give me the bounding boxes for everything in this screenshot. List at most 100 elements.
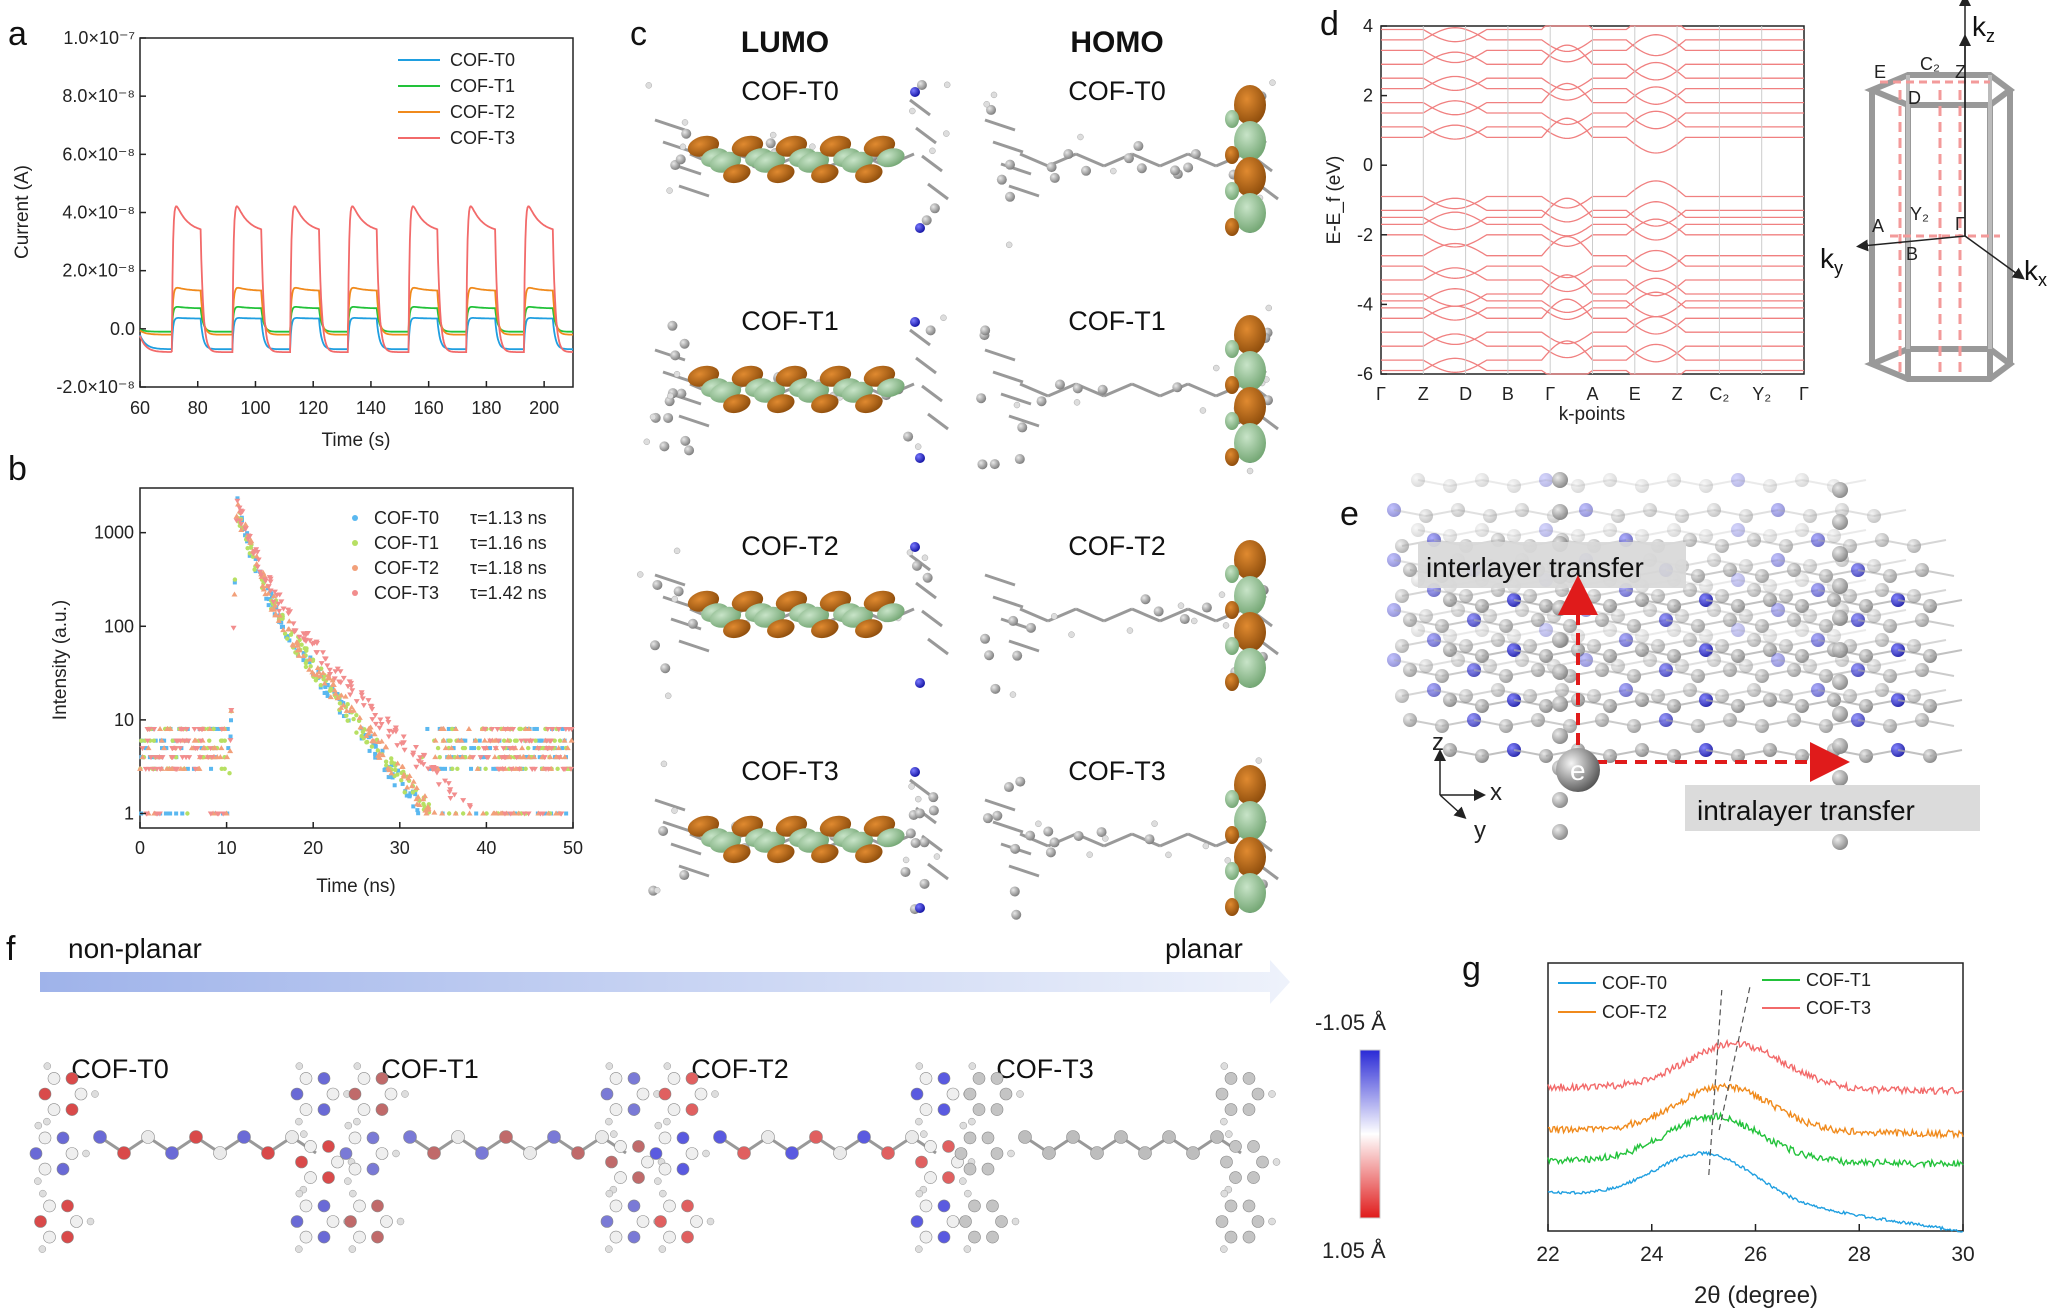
panel-b-point: [499, 810, 506, 816]
panel-b-point: [334, 666, 341, 672]
lumo-row-label: COF-T1: [741, 306, 839, 336]
homo-lobe: [1234, 837, 1266, 877]
lattice-atom: [1763, 479, 1777, 493]
panel-b-point: [415, 808, 420, 813]
lattice-bond: [1929, 649, 1963, 657]
panel-b-point: [198, 726, 205, 732]
planarity-ring-atom: [663, 1230, 676, 1244]
lattice-atom: [1515, 653, 1529, 667]
panel-b-point: [396, 768, 401, 773]
panel-b-point: [447, 787, 454, 793]
panel-g-xrd: 22 24 26 28 30 COF-T0 COF-T2 COF-T1 COF-T3 2θ (…: [1536, 962, 1975, 1309]
planarity-ring-atom: [375, 1103, 389, 1116]
panel-b-point: [264, 596, 269, 601]
planarity-hydrogen: [38, 1245, 47, 1253]
planarity-atom: [523, 1146, 537, 1160]
planarity-ring-atom: [609, 1072, 623, 1085]
lumo-row-label: COF-T0: [741, 76, 839, 106]
lattice-atom: [1539, 523, 1553, 537]
orbital-molecule: [983, 79, 1279, 249]
lattice-atom: [1395, 639, 1409, 653]
planarity-ring-atom: [1224, 1103, 1238, 1116]
homo-lobe: [1225, 412, 1239, 430]
panel-d-kpoint-label: D: [1459, 384, 1472, 404]
panel-b-point: [220, 811, 227, 817]
pillar-atom: [1552, 728, 1568, 744]
interlayer-label: interlayer transfer: [1426, 552, 1644, 583]
panel-b-point: [306, 656, 313, 662]
hydrogen-atom: [660, 760, 668, 768]
planarity-hydrogen: [349, 1189, 357, 1198]
hydrogen-atom: [908, 783, 915, 790]
panel-b-point: [304, 658, 309, 664]
hydrogen-atom: [929, 147, 936, 155]
hydrogen-atom: [1035, 820, 1042, 828]
panel-b-point: [417, 755, 424, 761]
panel-b-legend-marker: [352, 515, 358, 521]
planarity-ring-atom: [676, 1131, 690, 1145]
lattice-atom: [1459, 689, 1473, 703]
bond: [678, 184, 710, 198]
hydrogen-atom: [679, 143, 687, 151]
lattice-bond: [1929, 749, 1963, 757]
panel-b-point: [280, 624, 285, 629]
panel-b-point: [494, 726, 501, 732]
panel-b-point: [392, 727, 399, 733]
hydrogen-atom: [914, 443, 922, 450]
pillar-atom: [1552, 504, 1568, 520]
lattice-bond: [1929, 599, 1963, 607]
lattice-atom: [1603, 523, 1617, 537]
planarity-ring-atom: [990, 1103, 1004, 1116]
panel-b-point: [373, 742, 378, 747]
lattice-atom: [1411, 623, 1425, 637]
panel-d-bands: 420-2-4-6Γ Z D B Γ A E Z C₂ Y₂ Γ k-points E-E_f (e…: [1324, 0, 2047, 425]
panel-b-point: [488, 746, 493, 751]
planarity-ring-atom: [676, 1162, 690, 1176]
planarity-ring-atom: [304, 1140, 317, 1153]
hydrogen-atom: [933, 853, 941, 860]
lattice-atom: [1523, 689, 1537, 703]
panel-d-ytick-label: -6: [1357, 364, 1373, 384]
panel-b-point: [469, 746, 474, 751]
lattice-atom: [1571, 529, 1585, 543]
bond: [1131, 607, 1161, 623]
panel-b-point: [211, 726, 216, 732]
panel-b-point: [446, 726, 451, 731]
lattice-atom: [1459, 639, 1473, 653]
hydrogen-atom: [643, 438, 651, 446]
panel-b-point: [317, 673, 324, 679]
planarity-atom: [713, 1130, 727, 1144]
homo-lobe: [1225, 376, 1239, 394]
lattice-atom: [1411, 523, 1425, 537]
carbon-atom: [1144, 834, 1155, 845]
panel-b-point: [338, 704, 345, 710]
hydrogen-atom: [1265, 304, 1273, 312]
lattice-atom: [1795, 623, 1809, 637]
lattice-atom: [1683, 583, 1697, 597]
panel-d-xlabel: k-points: [1559, 404, 1626, 425]
panel-b-point: [492, 737, 499, 743]
hydrogen-atom: [983, 100, 990, 108]
carbon-atom: [1096, 827, 1107, 838]
panel-b-point: [315, 669, 322, 675]
panel-b-point: [329, 677, 336, 683]
panel-b-point: [451, 792, 458, 798]
planarity-ring-atom: [384, 1087, 398, 1101]
hydrogen-atom: [902, 856, 910, 864]
panel-b-point: [568, 766, 575, 772]
bond: [678, 414, 710, 428]
bond: [1008, 639, 1040, 653]
panel-b-point: [489, 726, 496, 732]
bond: [654, 798, 686, 812]
panel-b-point: [420, 762, 427, 768]
panel-b-point: [177, 746, 184, 752]
planarity-hydrogen: [344, 1121, 353, 1130]
homo-lobe: [1234, 387, 1266, 427]
panel-b-point: [523, 766, 528, 772]
panel-b-point: [445, 754, 452, 760]
carbon-atom: [980, 633, 991, 644]
lattice-atom: [1803, 509, 1817, 523]
planarity-ring-atom: [627, 1199, 641, 1213]
planarity-ring-atom: [627, 1072, 641, 1085]
panel-g-xlabel: 2θ (degree): [1694, 1282, 1818, 1309]
